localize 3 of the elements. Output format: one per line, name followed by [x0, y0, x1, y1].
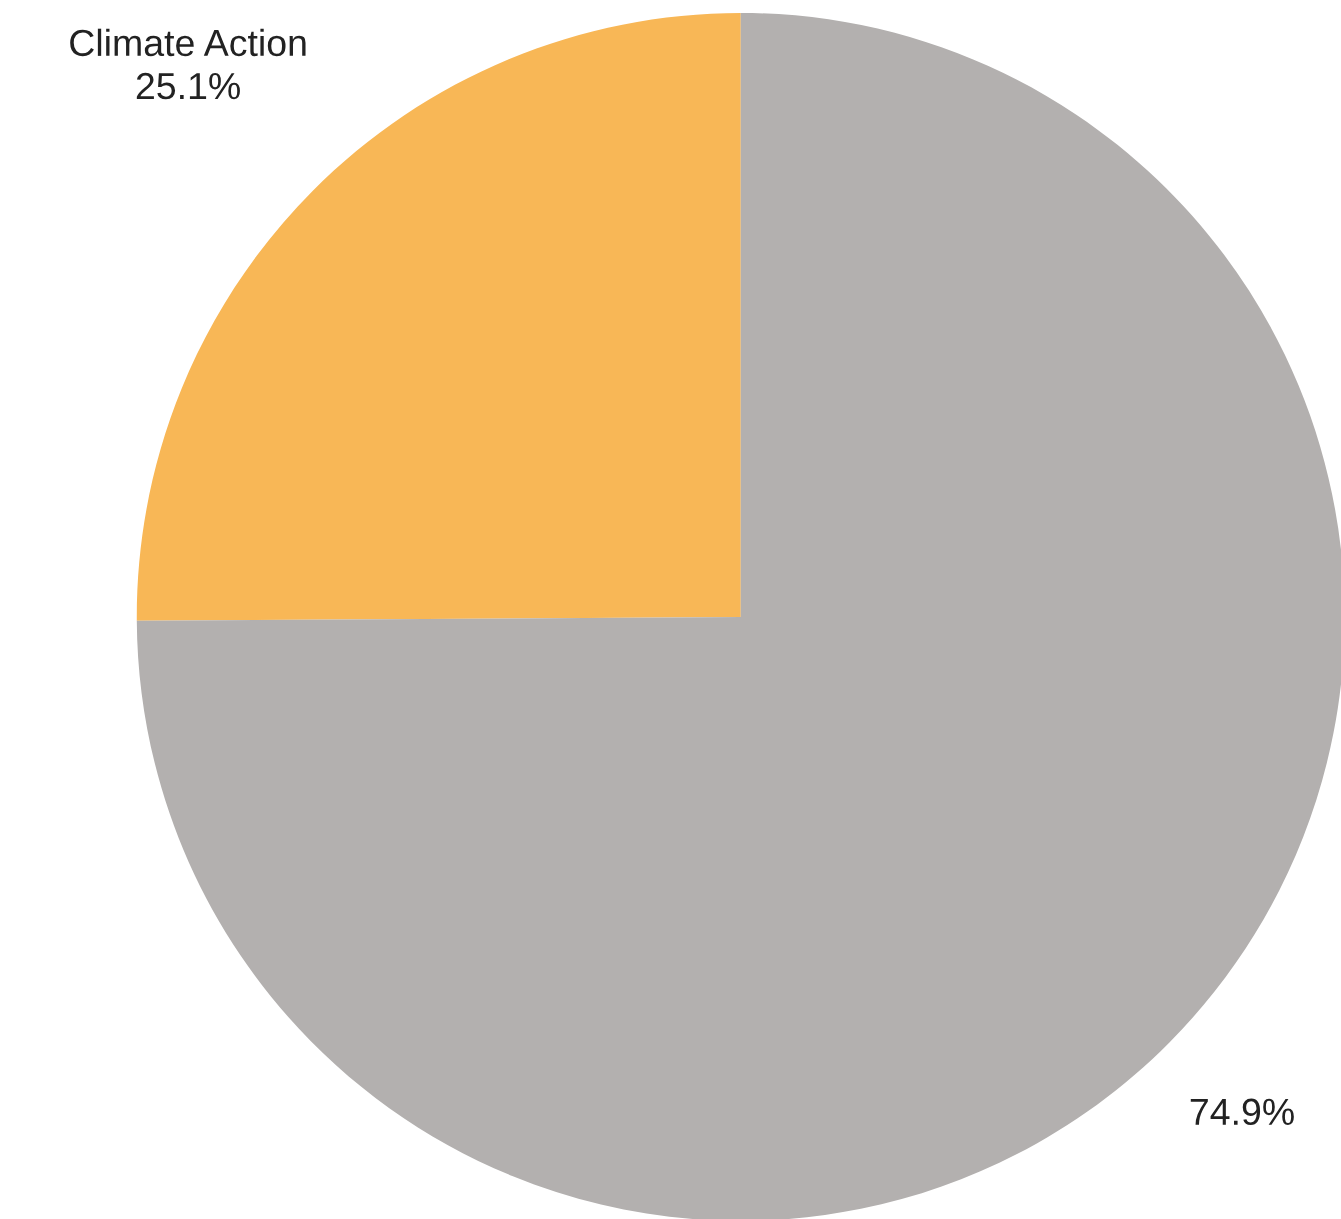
data-label: 74.9%	[1190, 1098, 1294, 1126]
data-label: 25.1%	[136, 72, 240, 100]
slice-label: Climate Action	[70, 28, 306, 57]
